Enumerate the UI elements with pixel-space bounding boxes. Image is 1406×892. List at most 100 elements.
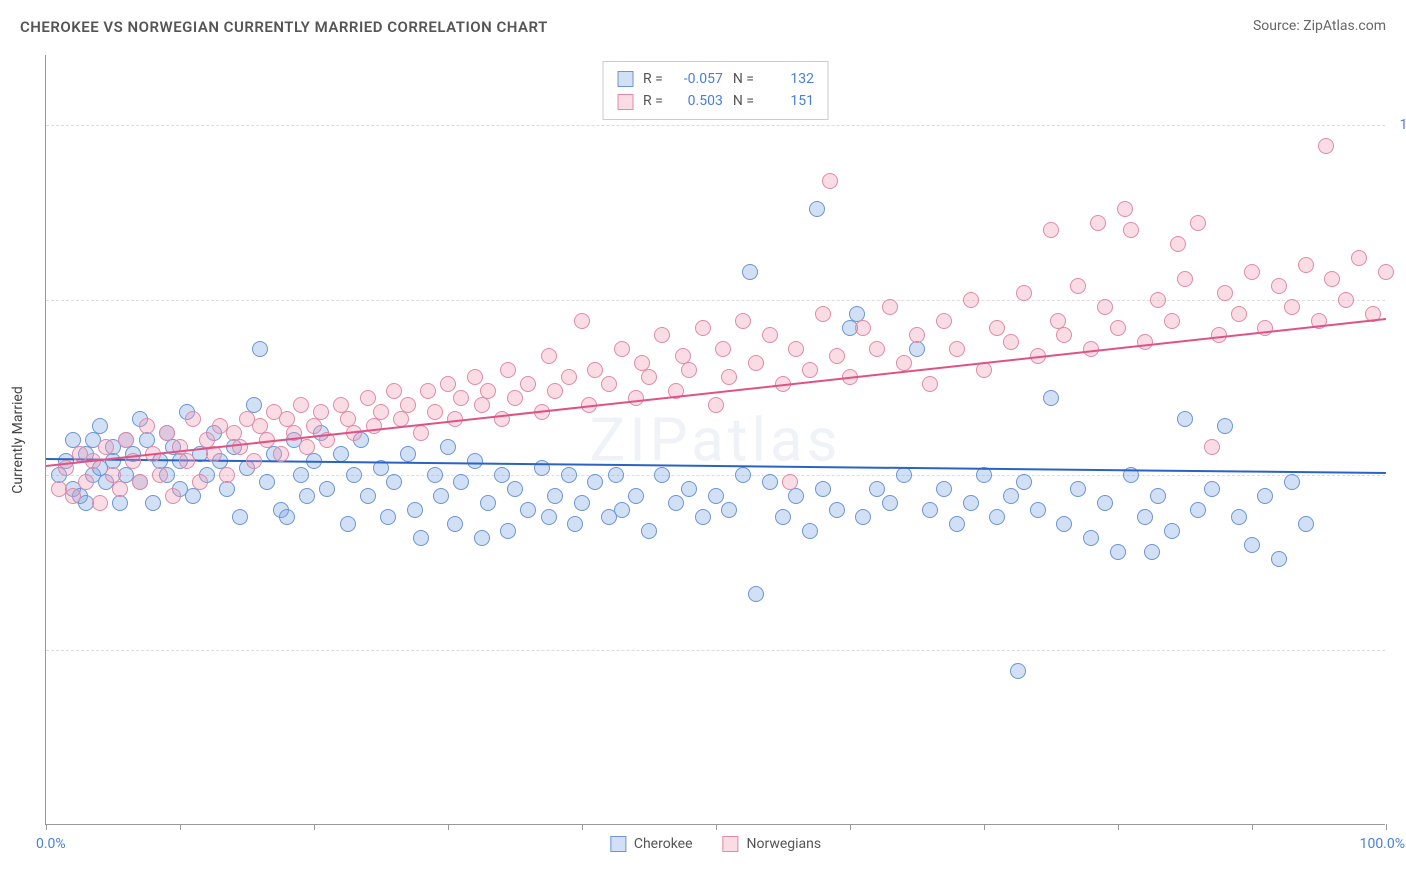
data-point <box>1217 285 1233 301</box>
data-point <box>1110 320 1126 336</box>
data-point <box>989 320 1005 336</box>
data-point <box>1150 488 1166 504</box>
data-point <box>346 467 362 483</box>
data-point <box>668 495 684 511</box>
data-point <box>628 390 644 406</box>
chart-source: Source: ZipAtlas.com <box>1253 18 1386 34</box>
data-point <box>748 586 764 602</box>
x-tick <box>1252 824 1253 830</box>
data-point <box>500 523 516 539</box>
data-point <box>561 369 577 385</box>
data-point <box>708 488 724 504</box>
data-point <box>407 502 423 518</box>
data-point <box>1244 537 1260 553</box>
n-value-cherokee: 132 <box>764 68 814 90</box>
data-point <box>936 313 952 329</box>
data-point <box>1244 264 1260 280</box>
data-point <box>1083 530 1099 546</box>
data-point <box>78 474 94 490</box>
data-point <box>1284 474 1300 490</box>
data-point <box>520 376 536 392</box>
data-point <box>65 488 81 504</box>
data-point <box>742 264 758 280</box>
x-tick <box>1386 824 1387 830</box>
data-point <box>715 341 731 357</box>
data-point <box>949 516 965 532</box>
x-tick <box>448 824 449 830</box>
data-point <box>520 502 536 518</box>
data-point <box>641 523 657 539</box>
data-point <box>1016 474 1032 490</box>
data-point <box>909 341 925 357</box>
data-point <box>695 320 711 336</box>
data-point <box>1378 264 1394 280</box>
data-point <box>132 474 148 490</box>
data-point <box>360 488 376 504</box>
data-point <box>400 446 416 462</box>
data-point <box>574 313 590 329</box>
data-point <box>922 502 938 518</box>
data-point <box>1030 502 1046 518</box>
data-point <box>1177 411 1193 427</box>
data-point <box>949 341 965 357</box>
data-point <box>92 495 108 511</box>
data-point <box>1217 418 1233 434</box>
data-point <box>185 488 201 504</box>
data-point <box>1170 236 1186 252</box>
data-point <box>1177 271 1193 287</box>
data-point <box>1271 278 1287 294</box>
data-point <box>185 411 201 427</box>
data-point <box>587 474 603 490</box>
data-point <box>541 509 557 525</box>
x-tick <box>984 824 985 830</box>
n-label: N = <box>733 68 754 90</box>
data-point <box>735 313 751 329</box>
data-point <box>1164 313 1180 329</box>
data-point <box>762 327 778 343</box>
data-point <box>1110 544 1126 560</box>
legend-item-norwegians: Norwegians <box>723 836 822 852</box>
data-point <box>420 383 436 399</box>
data-point <box>413 530 429 546</box>
data-point <box>427 467 443 483</box>
data-point <box>788 341 804 357</box>
data-point <box>507 481 523 497</box>
data-point <box>882 495 898 511</box>
data-point <box>922 376 938 392</box>
data-point <box>427 404 443 420</box>
data-point <box>440 439 456 455</box>
data-point <box>313 404 329 420</box>
data-point <box>721 369 737 385</box>
x-tick <box>314 824 315 830</box>
swatch-norwegians <box>617 94 633 110</box>
grid-line <box>46 300 1385 301</box>
x-axis-min-label: 0.0% <box>36 836 66 852</box>
data-point <box>896 355 912 371</box>
data-point <box>480 495 496 511</box>
data-point <box>340 516 356 532</box>
data-point <box>1003 488 1019 504</box>
data-point <box>1204 439 1220 455</box>
data-point <box>474 530 490 546</box>
data-point <box>380 509 396 525</box>
data-point <box>118 432 134 448</box>
data-point <box>822 173 838 189</box>
data-point <box>319 481 335 497</box>
data-point <box>541 348 557 364</box>
data-point <box>1070 278 1086 294</box>
data-point <box>453 390 469 406</box>
data-point <box>1123 222 1139 238</box>
data-point <box>1164 523 1180 539</box>
data-point <box>112 481 128 497</box>
data-point <box>1231 509 1247 525</box>
data-point <box>360 390 376 406</box>
n-value-norwegians: 151 <box>764 90 814 112</box>
data-point <box>802 523 818 539</box>
data-point <box>1056 516 1072 532</box>
data-point <box>1190 502 1206 518</box>
x-tick <box>582 824 583 830</box>
data-point <box>815 481 831 497</box>
data-point <box>232 509 248 525</box>
r-label: R = <box>643 90 663 112</box>
data-point <box>433 488 449 504</box>
